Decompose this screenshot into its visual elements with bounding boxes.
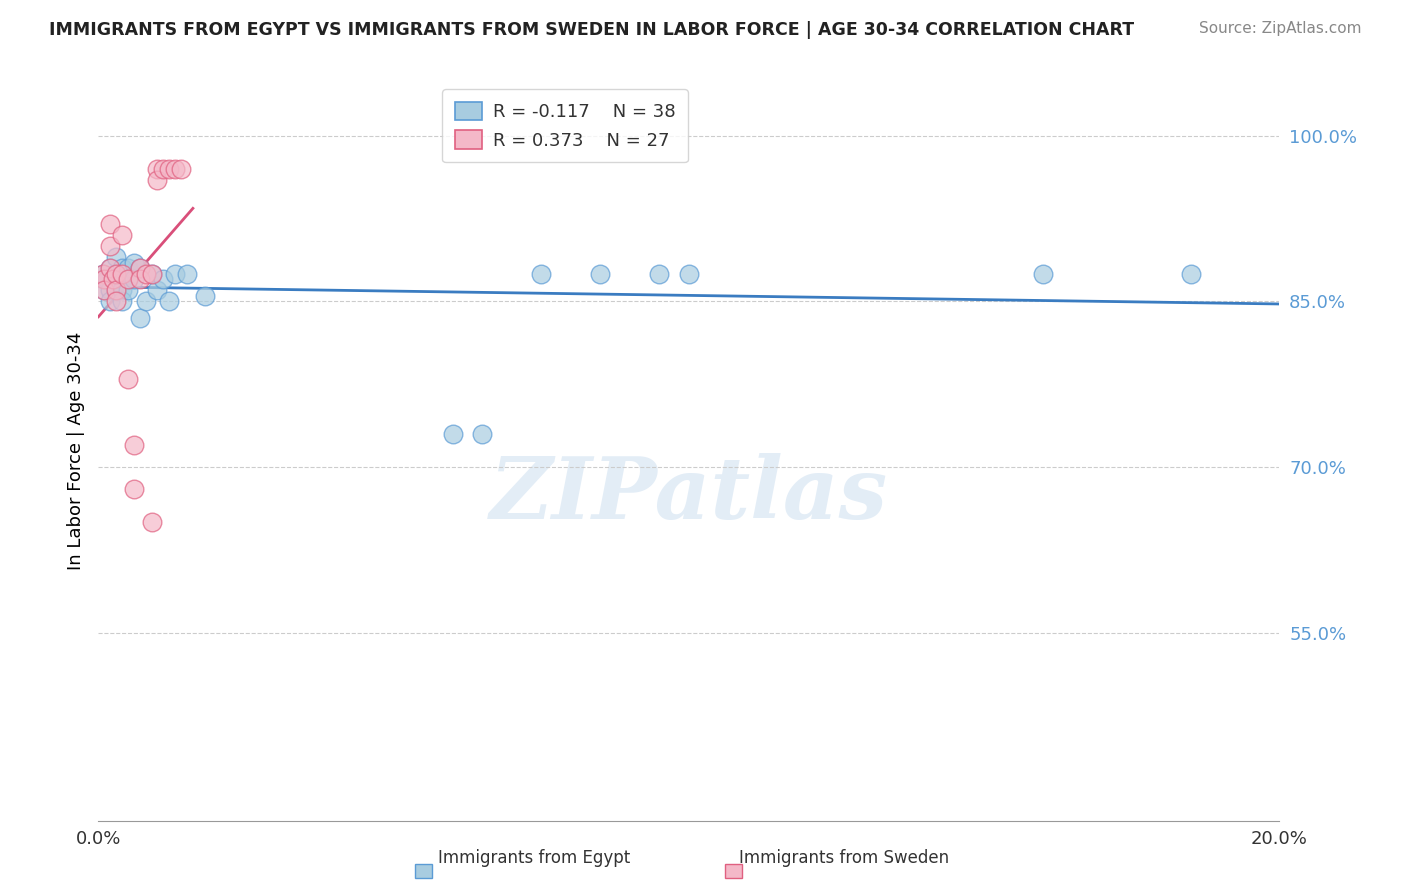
Point <box>589 267 612 281</box>
Point <box>471 426 494 441</box>
Point <box>176 267 198 281</box>
Point <box>111 294 134 309</box>
Point <box>93 283 115 297</box>
Point <box>93 272 115 286</box>
Point <box>141 267 163 281</box>
Point <box>135 267 157 281</box>
Text: Immigrants from Sweden: Immigrants from Sweden <box>738 849 949 867</box>
Point <box>441 426 464 441</box>
Point <box>105 267 128 281</box>
Point <box>678 267 700 281</box>
Point <box>111 283 134 297</box>
Point <box>93 283 115 297</box>
Point <box>111 267 134 281</box>
Point <box>128 272 150 286</box>
Point <box>117 272 139 286</box>
Point <box>146 172 169 186</box>
Point <box>103 272 125 286</box>
Point <box>135 294 157 309</box>
Point <box>105 250 128 264</box>
Point <box>105 267 128 281</box>
Point <box>98 261 121 276</box>
Point <box>122 255 145 269</box>
Point <box>91 267 114 281</box>
Point <box>1032 267 1054 281</box>
Point <box>165 161 187 176</box>
Point <box>98 261 121 276</box>
Text: ZIPatlas: ZIPatlas <box>489 453 889 537</box>
Point <box>146 283 169 297</box>
Point <box>648 267 671 281</box>
Point <box>530 267 553 281</box>
Point <box>157 161 180 176</box>
Point <box>141 516 163 530</box>
Point <box>170 161 193 176</box>
Point <box>1180 267 1202 281</box>
Point <box>122 272 145 286</box>
Point <box>96 272 118 286</box>
Point <box>194 289 217 303</box>
Point <box>98 294 121 309</box>
Point <box>128 261 150 276</box>
Point <box>117 261 139 276</box>
Point <box>117 371 139 385</box>
Point <box>117 283 139 297</box>
Text: Immigrants from Egypt: Immigrants from Egypt <box>439 849 630 867</box>
Point <box>117 272 139 286</box>
Point <box>128 310 150 325</box>
Point <box>152 161 174 176</box>
Point <box>122 438 145 452</box>
Point <box>146 161 169 176</box>
Point <box>165 267 187 281</box>
Point <box>152 272 174 286</box>
Point <box>98 239 121 253</box>
Point <box>111 261 134 276</box>
Point <box>111 272 134 286</box>
Point <box>105 283 128 297</box>
Point <box>141 267 163 281</box>
Point <box>103 272 125 286</box>
Point <box>98 283 121 297</box>
Point <box>93 272 115 286</box>
Y-axis label: In Labor Force | Age 30-34: In Labor Force | Age 30-34 <box>66 331 84 570</box>
Point <box>111 227 134 242</box>
Point <box>91 267 114 281</box>
Text: IMMIGRANTS FROM EGYPT VS IMMIGRANTS FROM SWEDEN IN LABOR FORCE | AGE 30-34 CORRE: IMMIGRANTS FROM EGYPT VS IMMIGRANTS FROM… <box>49 21 1135 38</box>
Point <box>128 261 150 276</box>
Point <box>105 294 128 309</box>
Point <box>157 294 180 309</box>
Point <box>122 482 145 496</box>
Point <box>105 283 128 297</box>
Point <box>98 217 121 231</box>
Legend: R = -0.117    N = 38, R = 0.373    N = 27: R = -0.117 N = 38, R = 0.373 N = 27 <box>441 89 688 162</box>
Text: Source: ZipAtlas.com: Source: ZipAtlas.com <box>1198 21 1361 36</box>
